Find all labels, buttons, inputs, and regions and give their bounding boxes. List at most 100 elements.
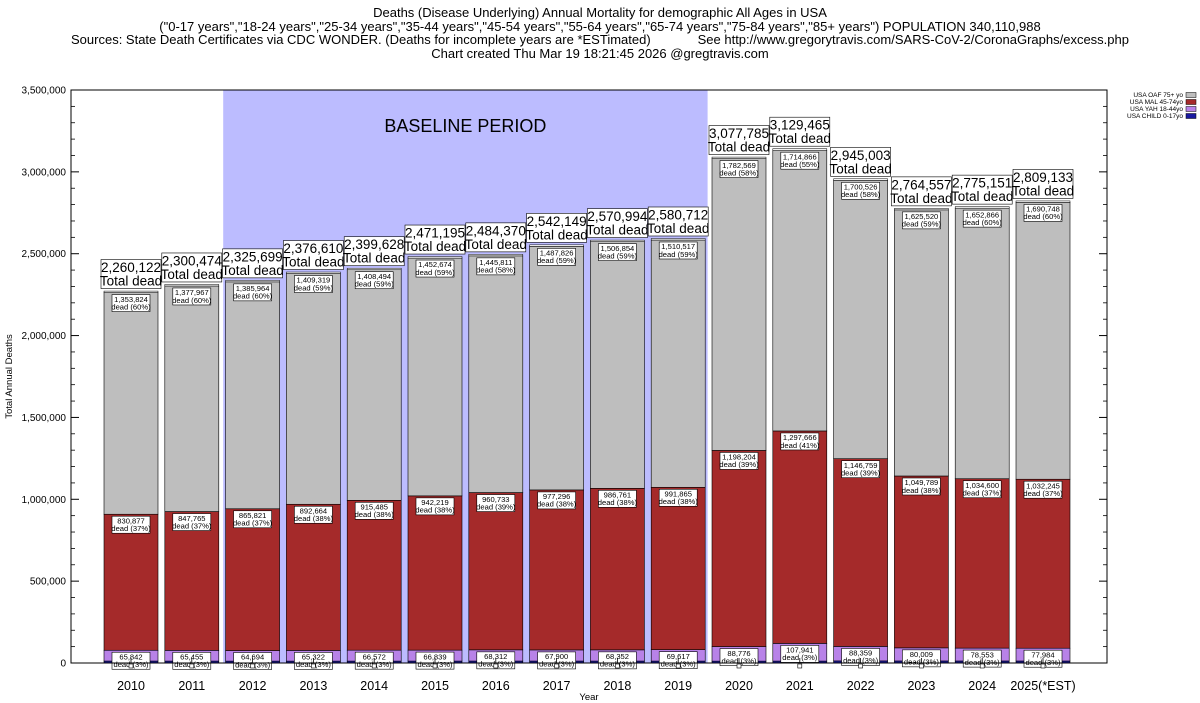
legend-entry-label: USA MAL 45-74yo — [1130, 99, 1184, 106]
x-tick-label: 2010 — [117, 679, 145, 693]
base-marker — [615, 663, 620, 669]
x-tick-label: 2012 — [239, 679, 267, 693]
oaf-label-box — [841, 181, 880, 200]
mal-label-box — [598, 490, 637, 508]
yah-label-value: 67,900 — [545, 652, 568, 661]
x-tick-label: 2014 — [360, 679, 388, 693]
base-marker — [311, 663, 316, 669]
bar-top-edge — [529, 244, 584, 247]
bar-top-edge — [833, 178, 888, 181]
oaf-label-pct: dead (55%) — [780, 160, 820, 169]
bar-segment — [772, 430, 828, 644]
total-box — [161, 252, 223, 283]
oaf-label-box — [962, 209, 1002, 228]
total-suffix: Total dead — [769, 131, 831, 146]
mal-label-value: 1,198,204 — [722, 453, 756, 462]
total-value: 2,945,003 — [831, 148, 891, 163]
yah-label-value: 65,322 — [302, 653, 325, 662]
x-tick-label: 2015 — [421, 679, 449, 693]
total-box — [343, 236, 405, 267]
oaf-label-pct: dead (59%) — [902, 220, 942, 229]
mal-label-pct: dead (41%) — [780, 441, 820, 450]
oaf-label-value: 1,714,866 — [783, 152, 817, 161]
mal-label-box — [841, 460, 880, 478]
chart-subtitle-created: Chart created Thu Mar 19 18:21:45 2026 @… — [431, 45, 769, 61]
bar-segment — [650, 486, 706, 650]
bar-segment — [346, 500, 402, 651]
oaf-label-pct: dead (59%) — [598, 251, 638, 260]
base-marker — [554, 663, 559, 669]
bar-segment — [650, 239, 706, 488]
bar-segment — [407, 495, 463, 651]
oaf-label-value: 1,487,826 — [540, 249, 574, 258]
total-suffix: Total dead — [525, 227, 587, 242]
mal-label-value: 986,761 — [604, 491, 631, 500]
oaf-label-pct: dead (60%) — [963, 218, 1003, 227]
bar-segment — [225, 281, 280, 510]
x-tick-label: 2011 — [178, 679, 205, 693]
oaf-label-value: 1,409,319 — [297, 276, 331, 285]
legend-swatch — [1185, 113, 1197, 119]
oaf-label-pct: dead (60%) — [233, 292, 273, 301]
total-box — [891, 176, 952, 207]
total-suffix: Total dead — [586, 223, 648, 238]
mal-label-value: 977,296 — [543, 492, 570, 501]
total-box — [708, 125, 770, 155]
bar-segment — [711, 158, 767, 451]
total-suffix: Total dead — [1012, 183, 1074, 198]
y-tick-label: 3,000,000 — [22, 167, 67, 178]
oaf-label-box — [476, 257, 516, 276]
oaf-label-box — [902, 211, 941, 230]
yah-label-value: 66,572 — [363, 652, 386, 661]
yah-label-pct: dead (3%) — [782, 653, 818, 662]
mal-label-pct: dead (39%) — [476, 502, 516, 511]
mal-label-value: 847,765 — [178, 514, 205, 523]
total-value: 2,376,610 — [283, 241, 343, 256]
bar-segment — [772, 149, 828, 432]
mal-label-value: 1,146,759 — [844, 461, 878, 470]
oaf-label-pct: dead (59%) — [537, 256, 577, 265]
mal-label-box — [719, 452, 759, 470]
bar-top-edge — [711, 156, 767, 159]
x-tick-label: 2023 — [907, 679, 935, 693]
mal-label-pct: dead (37%) — [963, 489, 1003, 498]
base-marker — [919, 663, 924, 669]
legend-swatch — [1185, 92, 1197, 98]
bar-top-edge — [164, 284, 220, 287]
total-value: 2,775,151 — [952, 176, 1012, 191]
yah-label-value: 80,009 — [910, 650, 933, 659]
x-tick-label: 2019 — [664, 679, 692, 693]
oaf-label-value: 1,452,674 — [418, 260, 452, 269]
mal-label-pct: dead (37%) — [1023, 489, 1063, 498]
bar-top-edge — [407, 256, 463, 259]
total-value: 2,764,557 — [891, 177, 951, 192]
oaf-label-box — [233, 283, 272, 302]
bar-segment — [711, 450, 767, 647]
mal-label-box — [233, 510, 272, 529]
total-box — [587, 208, 648, 238]
x-tick-label: 2013 — [299, 679, 327, 693]
mal-label-pct: dead (38%) — [659, 497, 699, 506]
bar-segment — [225, 508, 280, 651]
y-tick-label: 500,000 — [30, 577, 67, 588]
bar-segment — [1015, 478, 1071, 649]
total-value: 2,260,122 — [101, 260, 161, 275]
oaf-label-box — [598, 243, 637, 261]
y-tick-label: 1,000,000 — [22, 495, 67, 506]
base-marker — [979, 663, 985, 669]
mal-label-box — [1023, 480, 1063, 499]
total-value: 2,809,133 — [1013, 170, 1073, 185]
yah-label-value: 66,839 — [423, 652, 446, 661]
oaf-label-value: 1,445,811 — [479, 258, 512, 267]
yah-label-value: 64,694 — [241, 653, 264, 662]
yah-label-value: 65,842 — [119, 652, 142, 661]
mal-label-value: 1,034,600 — [965, 481, 999, 490]
oaf-label-pct: dead (58%) — [476, 266, 516, 275]
total-box — [647, 206, 709, 237]
legend-swatch — [1185, 99, 1197, 105]
oaf-label-box — [172, 287, 212, 306]
mal-label-box — [962, 480, 1002, 499]
total-box — [404, 224, 466, 255]
bar-segment — [407, 257, 463, 497]
